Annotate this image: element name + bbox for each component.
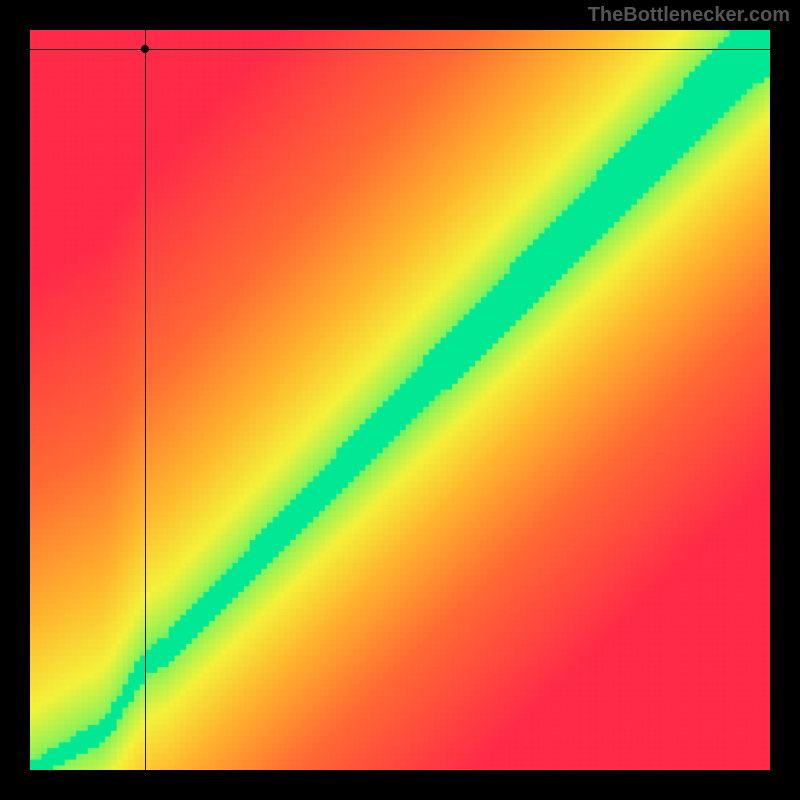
crosshair-vertical <box>145 30 146 770</box>
heatmap-canvas <box>30 30 770 770</box>
heatmap-plot <box>30 30 770 770</box>
chart-container: TheBottlenecker.com <box>0 0 800 800</box>
watermark-text: TheBottlenecker.com <box>588 4 790 27</box>
bottleneck-marker <box>141 45 149 53</box>
